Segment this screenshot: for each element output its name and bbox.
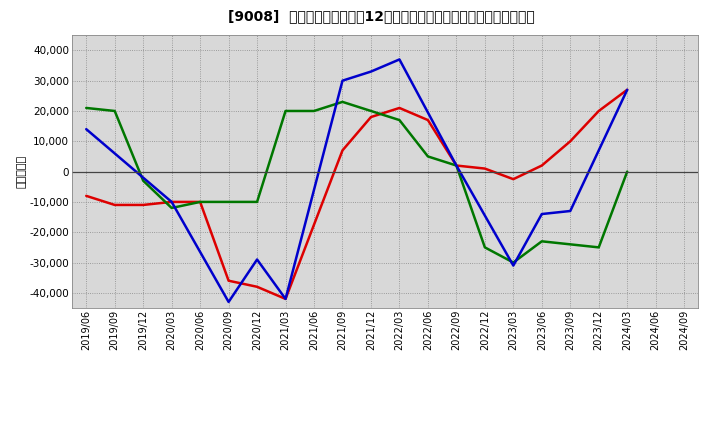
Text: [9008]  キャッシュフローの12か月移動合計の対前年同期増減額の推移: [9008] キャッシュフローの12か月移動合計の対前年同期増減額の推移: [228, 9, 535, 23]
Y-axis label: （百万円）: （百万円）: [17, 155, 27, 188]
